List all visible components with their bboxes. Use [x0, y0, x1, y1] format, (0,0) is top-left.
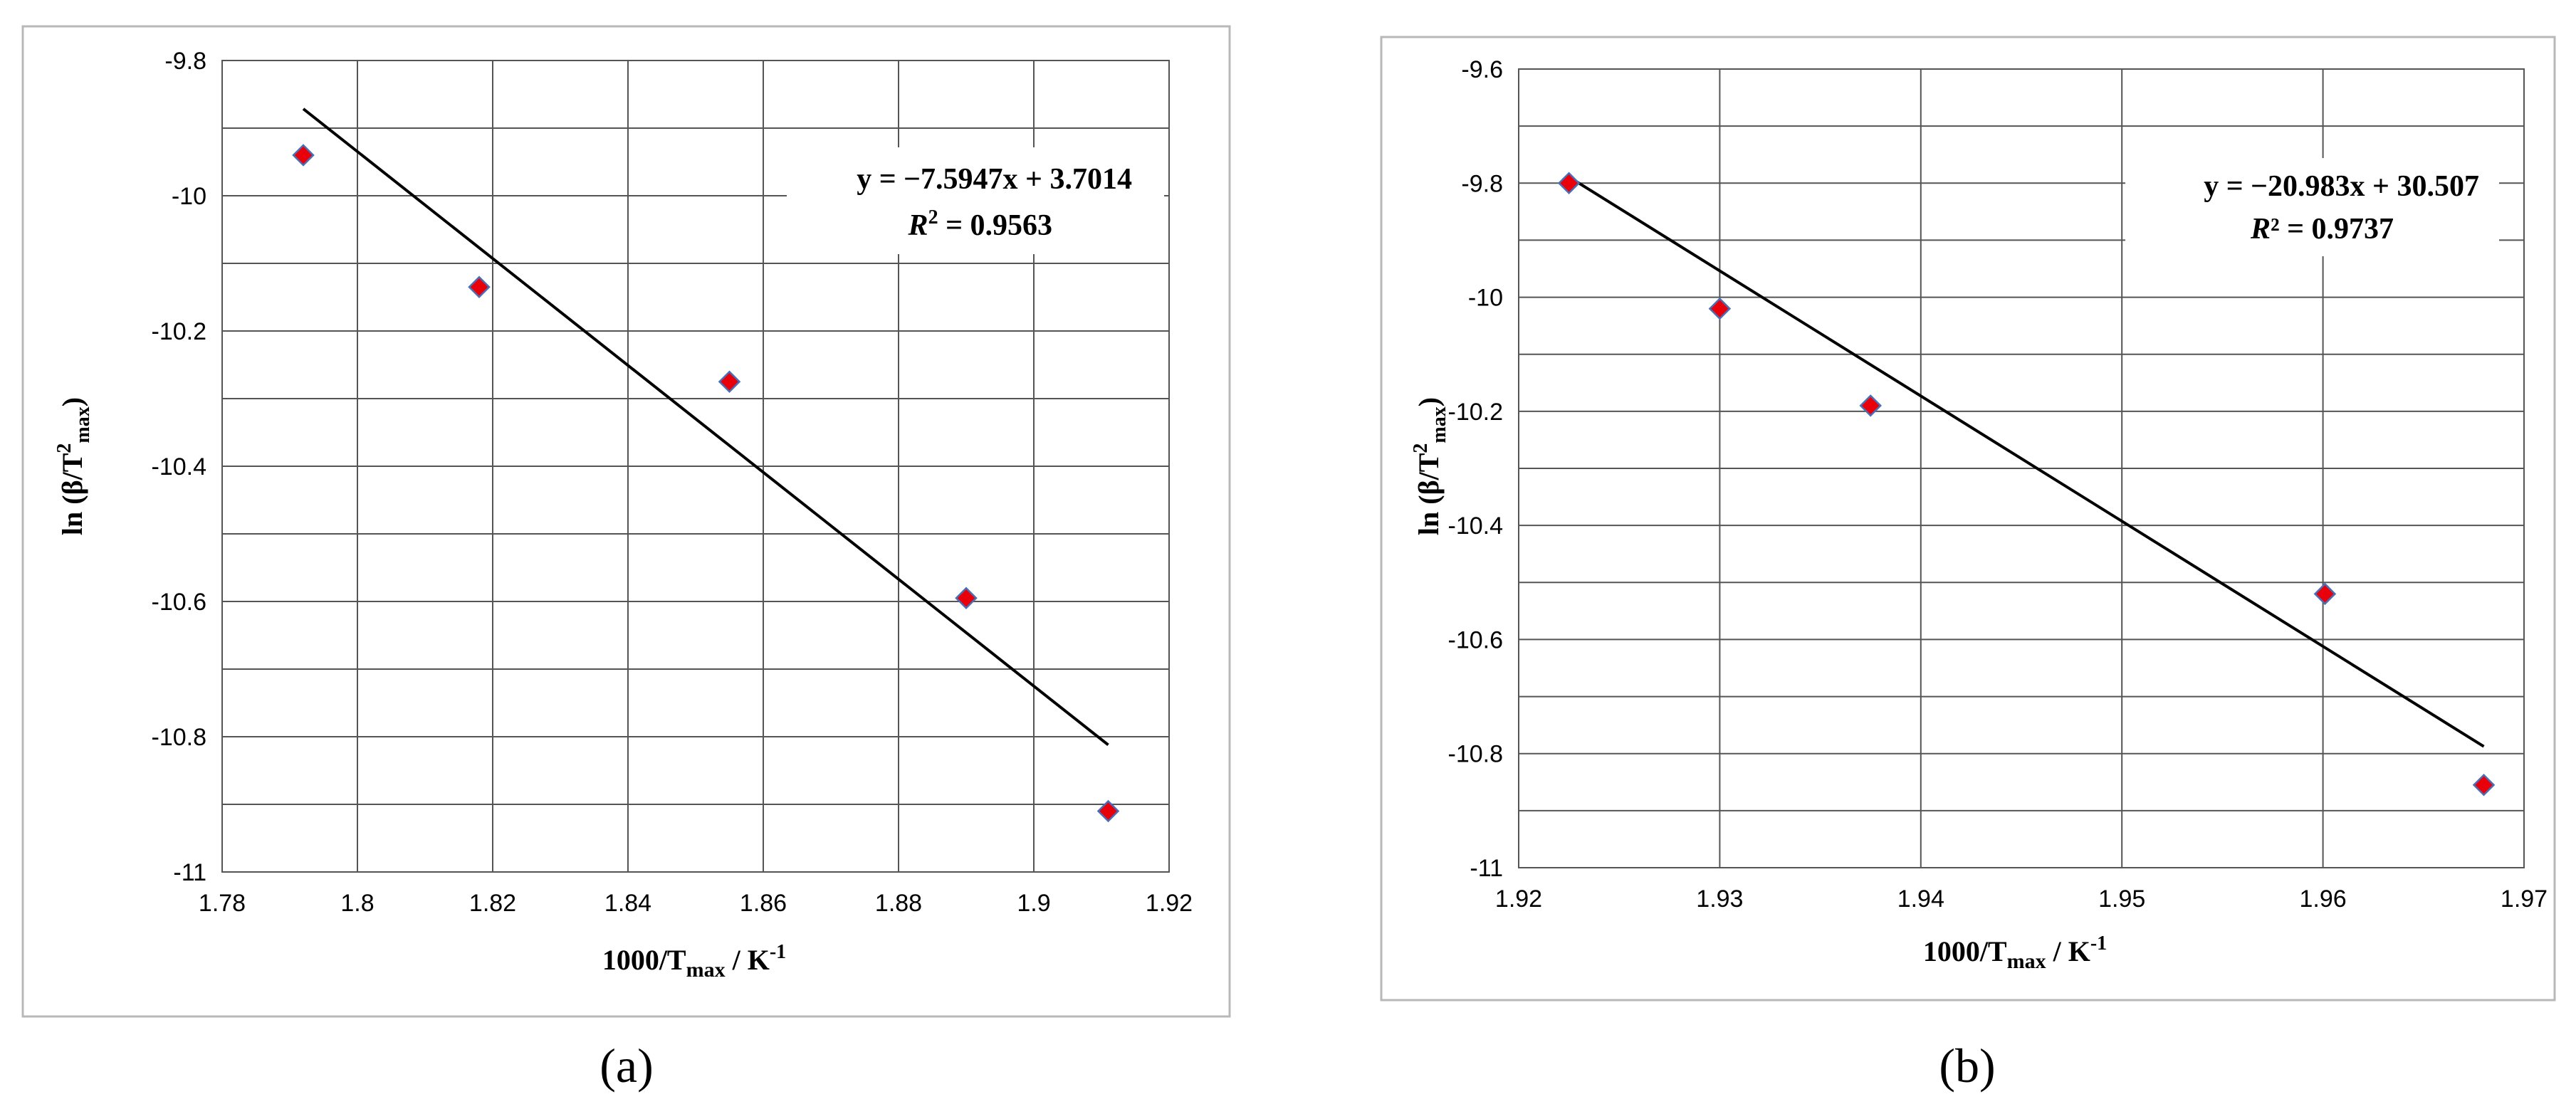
- panel-b-trendline-group: [1568, 175, 2485, 748]
- x-tick-label: 1.92: [1495, 885, 1542, 913]
- trendline: [1568, 175, 2485, 748]
- panel-b-equation: y = −20.983x + 30.507: [2204, 170, 2479, 203]
- x-tick-label: 1.86: [740, 890, 787, 917]
- data-point: [292, 144, 315, 167]
- panel-a-equation-box: [787, 147, 1164, 254]
- panel-b: 1.92 1.93 1.94 1.95 1.96 1.97 -11-10.8-10.6-1…: [1380, 36, 2556, 1093]
- trendline: [302, 107, 1109, 747]
- y-tick-label: -10: [1468, 285, 1503, 312]
- data-point: [955, 587, 978, 610]
- panel-b-r-squared: R² = 0.9737: [2250, 213, 2394, 246]
- data-point: [1859, 394, 1882, 417]
- panel-a-label: (a): [600, 1039, 653, 1093]
- y-tick-label: -10.6: [152, 589, 207, 616]
- x-tick-label: 1.93: [1696, 885, 1743, 913]
- panel-b-label: (b): [1939, 1039, 1995, 1093]
- panel-b-y-ticks: -11 -10.8 -10.6 -10.4 -10.2 -10 -9.8 -9.6: [1448, 56, 1504, 882]
- x-tick-label: 1.84: [604, 890, 651, 917]
- panel-b-x-ticks: 1.92 1.93 1.94 1.95 1.96 1.97: [1495, 885, 2548, 913]
- y-tick-label: -11: [1470, 855, 1503, 882]
- y-tick-label: -10.8: [152, 724, 207, 751]
- y-tick-label: -10.6: [1448, 626, 1504, 653]
- data-point: [468, 275, 491, 299]
- y-tick-label: -9.8: [1461, 170, 1503, 197]
- panel-b-x-axis-title: 1000/Tmax / K-1: [1923, 932, 2107, 973]
- x-tick-label: 1.92: [1146, 890, 1193, 917]
- data-point: [2472, 774, 2496, 797]
- panel-a-y-ticks: -11 -10.8 -10.6 -10.4 -10.2 -10 -9.8: [152, 48, 207, 886]
- x-tick-label: 1.78: [199, 890, 246, 917]
- x-tick-label: 1.9: [1017, 890, 1050, 917]
- x-tick-label: 1.94: [1897, 885, 1944, 913]
- data-point: [1096, 799, 1120, 823]
- y-tick-label: -11: [173, 859, 206, 886]
- panel-a-trendline-group: [302, 107, 1109, 747]
- y-tick-label: -10.8: [1448, 741, 1504, 768]
- y-tick-label: -10.2: [1448, 399, 1504, 426]
- y-tick-label: -9.6: [1461, 56, 1503, 83]
- panel-b-equation-box: [2125, 158, 2499, 256]
- panel-a: 1.78 1.8 1.82 1.84 1.86 1.88 1.9 1.92 -11-10.8-…: [21, 25, 1231, 1093]
- data-point: [718, 370, 741, 394]
- x-tick-label: 1.88: [875, 890, 922, 917]
- data-point: [1557, 172, 1581, 195]
- panel-a-equation: y = −7.5947x + 3.7014: [857, 163, 1132, 196]
- data-point: [2313, 582, 2337, 606]
- data-point: [1708, 297, 1732, 320]
- panel-a-points: [292, 144, 1120, 823]
- y-tick-label: -9.8: [164, 48, 206, 75]
- x-tick-label: 1.95: [2098, 885, 2145, 913]
- panel-b-y-axis-title: ln (β/T2max): [1410, 397, 1450, 535]
- x-tick-label: 1.97: [2501, 885, 2548, 913]
- panel-a-x-ticks: 1.78 1.8 1.82 1.84 1.86 1.88 1.9 1.92: [199, 890, 1193, 917]
- y-tick-label: -10.4: [1448, 513, 1504, 540]
- panel-a-r-squared: R2 = 0.9563: [908, 206, 1052, 242]
- y-tick-label: -10: [172, 183, 206, 210]
- x-tick-label: 1.96: [2300, 885, 2347, 913]
- x-tick-label: 1.82: [469, 890, 516, 917]
- panel-b-points: [1557, 172, 2496, 797]
- panel-a-y-axis-title: ln (β/T2max): [53, 397, 94, 535]
- y-tick-label: -10.2: [152, 318, 207, 345]
- y-tick-label: -10.4: [152, 453, 207, 480]
- panel-a-x-axis-title: 1000/Tmax / K-1: [602, 941, 786, 982]
- x-tick-label: 1.8: [340, 890, 374, 917]
